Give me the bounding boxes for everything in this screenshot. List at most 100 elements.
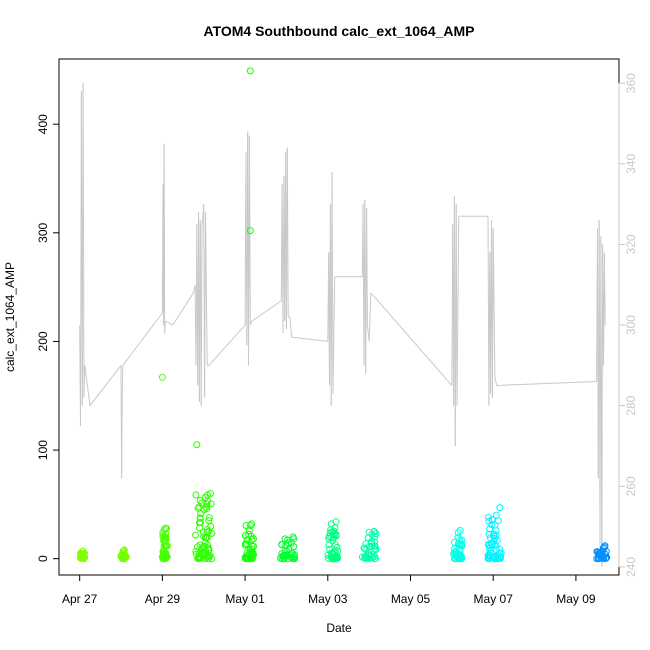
series-line-segment [370,292,453,386]
data-point [200,542,208,550]
data-point [198,544,206,552]
data-point [203,529,211,537]
data-point [197,554,205,562]
series-line-segment [603,252,606,326]
data-point [456,547,464,555]
data-point [484,541,492,548]
data-point [248,520,256,528]
x-tick-label: May 01 [225,592,265,606]
data-point [451,538,458,546]
data-point [163,553,171,561]
series-line-segment [121,397,123,479]
data-point [332,555,339,563]
data-point [457,555,465,563]
series-line-segment [496,381,597,386]
data-point [454,529,462,537]
series-line-segment [164,320,166,334]
data-point [370,528,378,535]
outlier-point [158,373,166,381]
data-point [491,521,499,529]
data-point [371,533,379,541]
data-point [365,554,373,562]
data-point [78,550,86,558]
data-point [290,553,298,561]
data-point [450,550,458,558]
data-point [279,552,287,560]
series-line-segment [251,300,282,322]
data-point [205,517,213,525]
data-point [496,504,504,512]
data-point [195,553,203,561]
data-point [485,513,492,521]
data-point [325,532,333,540]
series-line-segment [286,147,289,318]
data-point [203,500,211,508]
data-point [360,544,368,552]
data-point [205,514,213,522]
x-tick-label: May 05 [391,592,431,606]
data-point [162,541,170,549]
data-point [326,545,334,553]
data-point [456,540,463,548]
data-point [196,514,204,522]
series-line-segment [82,83,85,398]
data-point [485,530,493,538]
data-point [454,533,462,541]
y-tick-label: 400 [36,114,50,134]
x-tick-label: May 03 [308,592,348,606]
data-point [494,517,502,525]
data-point [205,546,213,554]
data-point [196,519,203,527]
data-point [330,555,337,563]
data-point [325,541,333,549]
data-point [205,527,212,535]
data-point [278,541,286,549]
series-line-segment [248,135,251,326]
data-point [204,553,212,561]
data-point [601,542,609,550]
data-point [364,534,372,542]
y2-tick-label: 300 [624,315,638,335]
data-point [206,490,214,497]
data-point [79,555,87,563]
data-point [594,555,602,562]
data-point [490,530,498,538]
series-line-segment [368,292,372,342]
y-tick-label: 300 [36,222,50,242]
x-tick-label: Apr 29 [145,592,181,606]
data-point [203,525,211,533]
data-point [248,555,256,563]
series-line-segment [492,228,496,378]
series-line-segment [172,292,194,326]
series-line-segment [332,276,336,394]
data-point [242,555,250,563]
data-point [248,536,256,544]
data-point [159,532,167,540]
data-point [493,536,501,544]
data-point [332,518,340,526]
y-tick-label: 0 [36,555,50,562]
x-axis: Apr 27 Apr 29 May 01 May 03 May 05 May 07 May … [62,574,596,606]
x-axis-label: Date [326,621,352,635]
data-point [327,526,335,534]
series-line-segment [89,365,122,407]
data-point [372,546,380,553]
series-line-segment [494,377,498,386]
data-point [490,537,498,545]
series-line-segment [205,212,208,366]
data-point [208,529,216,537]
data-point [195,503,203,511]
data-point [79,547,87,555]
series-line-segment [121,365,124,398]
data-point [244,551,252,559]
y-tick-label: 100 [36,440,50,460]
series-line-segment [163,143,166,334]
series-line-segment [165,320,173,326]
data-point [365,550,373,558]
data-point [333,543,341,551]
x-tick-label: May 07 [474,592,514,606]
data-point [485,541,493,549]
series-line-segment [84,365,91,406]
data-point [243,536,251,544]
